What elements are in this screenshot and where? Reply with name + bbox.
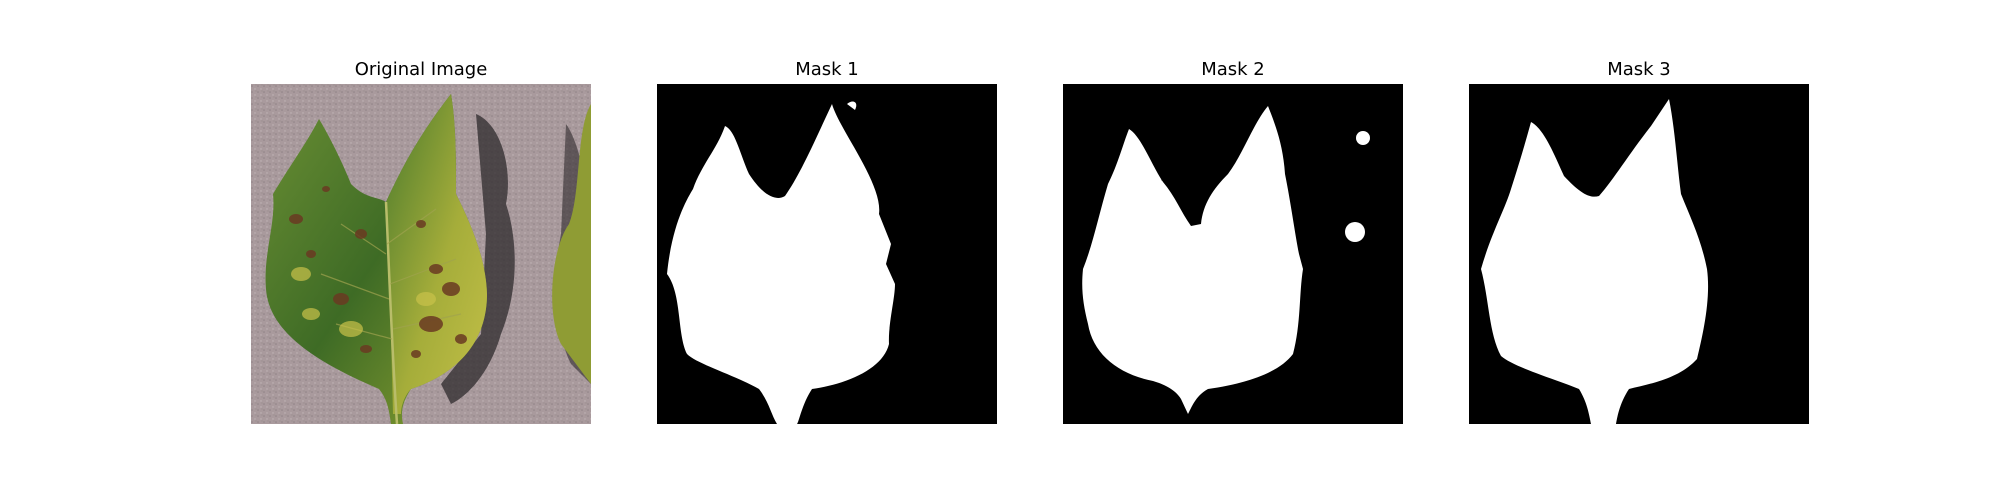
leaf-photo-icon bbox=[251, 84, 591, 424]
panel-title-mask-3: Mask 3 bbox=[1607, 59, 1671, 80]
panel-mask-2: Mask 2 bbox=[1063, 58, 1403, 424]
original-image bbox=[251, 84, 591, 424]
panel-title-mask-1: Mask 1 bbox=[795, 59, 859, 80]
mask-3-image bbox=[1469, 84, 1809, 424]
panel-original-image: Original Image bbox=[251, 58, 591, 424]
mask-1-image bbox=[657, 84, 997, 424]
panel-title-mask-2: Mask 2 bbox=[1201, 59, 1265, 80]
panel-mask-1: Mask 1 bbox=[657, 58, 997, 424]
panel-mask-3: Mask 3 bbox=[1469, 58, 1809, 424]
binary-leaf-mask-icon bbox=[1469, 84, 1809, 424]
panel-title-original: Original Image bbox=[354, 59, 488, 80]
binary-leaf-mask-icon bbox=[657, 84, 997, 424]
mask-2-image bbox=[1063, 84, 1403, 424]
binary-leaf-mask-icon bbox=[1063, 84, 1403, 424]
